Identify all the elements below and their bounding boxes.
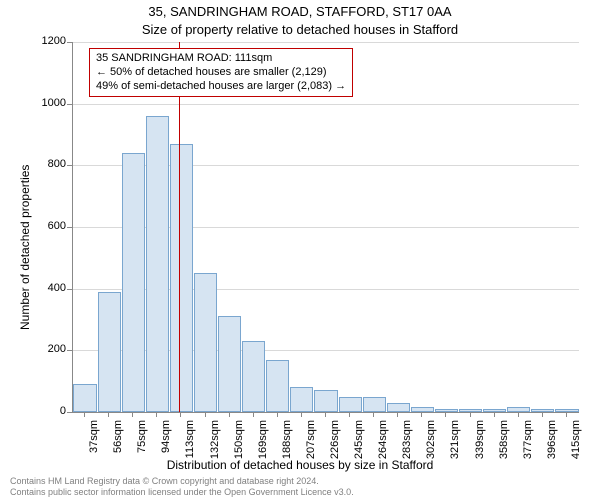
x-tick-label: 75sqm (136, 420, 148, 470)
footer-attribution: Contains HM Land Registry data © Crown c… (10, 476, 354, 498)
histogram-bar (459, 409, 482, 412)
y-tick-label: 200 (32, 343, 66, 355)
reference-line (179, 42, 180, 412)
x-tick-label: 207sqm (305, 420, 317, 470)
x-tick-mark (421, 412, 422, 417)
annotation-line-1: 35 SANDRINGHAM ROAD: 111sqm (96, 52, 346, 66)
histogram-bar (531, 409, 554, 412)
histogram-bar (194, 273, 217, 412)
histogram-bar (98, 292, 121, 412)
histogram-bar (411, 407, 434, 412)
x-tick-label: 339sqm (474, 420, 486, 470)
y-tick-mark (67, 289, 72, 290)
x-tick-mark (229, 412, 230, 417)
x-tick-label: 113sqm (184, 420, 196, 470)
x-tick-mark (566, 412, 567, 417)
x-tick-label: 283sqm (401, 420, 413, 470)
histogram-bar (290, 387, 313, 412)
histogram-bar (146, 116, 169, 412)
x-tick-mark (301, 412, 302, 417)
gridline (73, 104, 579, 105)
histogram-bar (555, 409, 578, 412)
x-tick-mark (470, 412, 471, 417)
y-tick-mark (67, 104, 72, 105)
y-tick-mark (67, 412, 72, 413)
histogram-bar (218, 316, 241, 412)
histogram-bar (507, 407, 530, 412)
x-tick-label: 169sqm (257, 420, 269, 470)
x-tick-label: 358sqm (498, 420, 510, 470)
histogram-bar (363, 397, 386, 412)
gridline (73, 42, 579, 43)
x-tick-label: 377sqm (522, 420, 534, 470)
y-tick-mark (67, 42, 72, 43)
histogram-bar (170, 144, 193, 412)
x-tick-mark (445, 412, 446, 417)
x-tick-label: 150sqm (233, 420, 245, 470)
y-axis-label: Number of detached properties (18, 165, 32, 330)
x-tick-label: 226sqm (329, 420, 341, 470)
histogram-bar (242, 341, 265, 412)
annotation-line-3: 49% of semi-detached houses are larger (… (96, 80, 346, 94)
x-tick-mark (542, 412, 543, 417)
y-tick-mark (67, 350, 72, 351)
y-tick-label: 400 (32, 282, 66, 294)
x-tick-label: 94sqm (160, 420, 172, 470)
x-tick-mark (205, 412, 206, 417)
histogram-bar (122, 153, 145, 412)
x-tick-label: 396sqm (546, 420, 558, 470)
histogram-bar (73, 384, 96, 412)
chart-container: { "supertitle": "35, SANDRINGHAM ROAD, S… (0, 0, 600, 500)
y-tick-label: 1000 (32, 97, 66, 109)
x-tick-label: 321sqm (449, 420, 461, 470)
plot-area: 35 SANDRINGHAM ROAD: 111sqm ← 50% of det… (72, 42, 579, 413)
x-tick-mark (180, 412, 181, 417)
y-tick-mark (67, 227, 72, 228)
x-tick-label: 245sqm (353, 420, 365, 470)
x-tick-label: 37sqm (88, 420, 100, 470)
x-tick-mark (253, 412, 254, 417)
x-tick-mark (494, 412, 495, 417)
x-tick-mark (518, 412, 519, 417)
x-tick-mark (84, 412, 85, 417)
annotation-box: 35 SANDRINGHAM ROAD: 111sqm ← 50% of det… (89, 48, 353, 97)
x-tick-mark (277, 412, 278, 417)
x-tick-mark (156, 412, 157, 417)
x-tick-label: 132sqm (209, 420, 221, 470)
x-tick-mark (373, 412, 374, 417)
chart-subtitle: Size of property relative to detached ho… (0, 22, 600, 37)
y-tick-label: 600 (32, 220, 66, 232)
x-tick-mark (325, 412, 326, 417)
x-tick-label: 56sqm (112, 420, 124, 470)
footer-line-1: Contains HM Land Registry data © Crown c… (10, 476, 354, 487)
histogram-bar (266, 360, 289, 412)
y-tick-mark (67, 165, 72, 166)
x-tick-label: 188sqm (281, 420, 293, 470)
x-tick-label: 302sqm (425, 420, 437, 470)
x-tick-label: 415sqm (570, 420, 582, 470)
x-tick-mark (108, 412, 109, 417)
footer-line-2: Contains public sector information licen… (10, 487, 354, 498)
annotation-line-2: ← 50% of detached houses are smaller (2,… (96, 66, 346, 80)
y-tick-label: 800 (32, 158, 66, 170)
histogram-bar (339, 397, 362, 412)
histogram-bar (435, 409, 458, 412)
x-tick-label: 264sqm (377, 420, 389, 470)
histogram-bar (314, 390, 337, 412)
y-tick-label: 1200 (32, 35, 66, 47)
x-tick-mark (349, 412, 350, 417)
histogram-bar (387, 403, 410, 412)
chart-supertitle: 35, SANDRINGHAM ROAD, STAFFORD, ST17 0AA (0, 4, 600, 19)
x-tick-mark (132, 412, 133, 417)
x-tick-mark (397, 412, 398, 417)
histogram-bar (483, 409, 506, 412)
y-tick-label: 0 (32, 405, 66, 417)
